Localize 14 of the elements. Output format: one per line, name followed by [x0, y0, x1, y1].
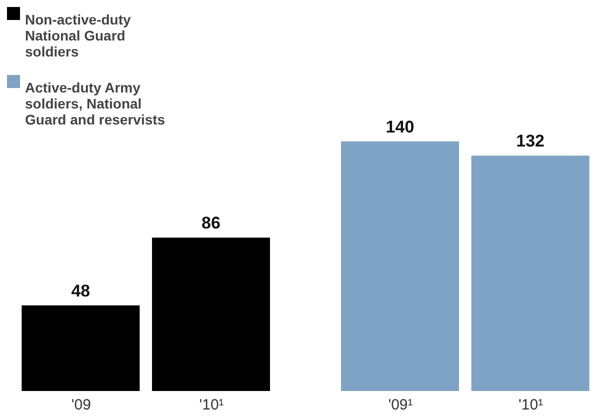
bar [471, 156, 590, 391]
x-tick-label: '10¹ [199, 396, 224, 414]
x-tick-label: '09¹ [388, 396, 413, 414]
bar [152, 238, 270, 391]
data-label: 48 [71, 281, 90, 300]
data-label: 132 [516, 132, 545, 151]
legend-label: Non-active-duty National Guard soldiers [25, 12, 131, 60]
x-tick-label: '09 [71, 396, 91, 414]
legend-label: Active-duty Army soldiers, National Guard and reservists [25, 80, 166, 128]
bar [22, 305, 140, 391]
bar [340, 141, 459, 391]
data-label: 86 [202, 214, 220, 233]
data-label: 140 [386, 117, 414, 136]
x-tick-label: '10¹ [518, 396, 544, 414]
